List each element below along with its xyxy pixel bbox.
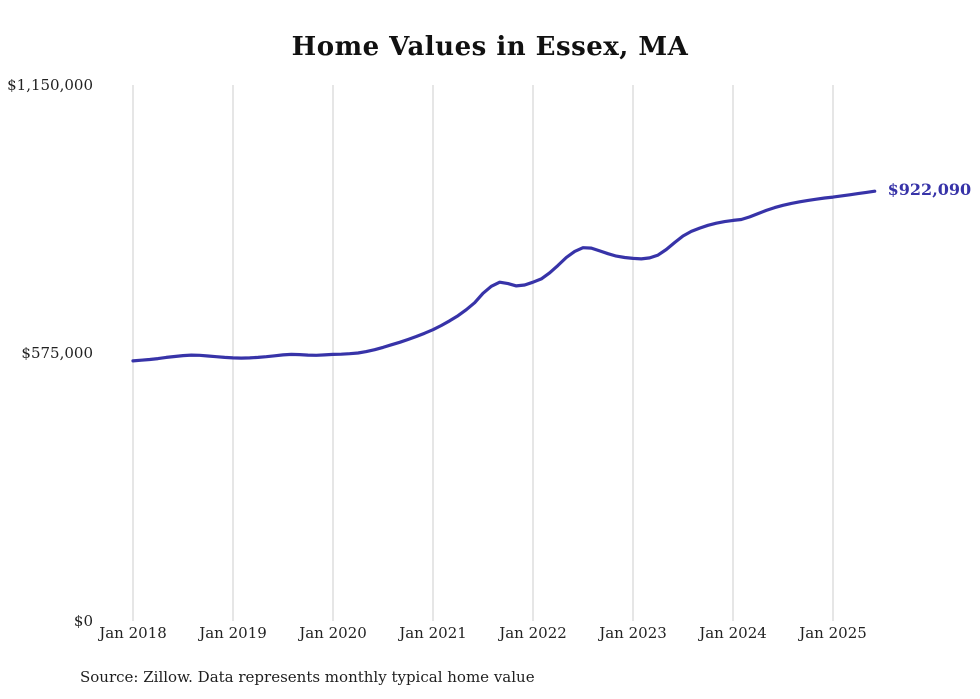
x-axis-label: Jan 2018 bbox=[99, 624, 167, 642]
home-value-line bbox=[131, 189, 877, 363]
x-axis-label: Jan 2022 bbox=[499, 624, 567, 642]
x-axis-label: Jan 2025 bbox=[799, 624, 867, 642]
chart-title: Home Values in Essex, MA bbox=[291, 32, 689, 62]
y-axis-label: $1,150,000 bbox=[7, 76, 93, 94]
latest-value-label: $922,090 bbox=[887, 180, 972, 200]
x-axis-label: Jan 2023 bbox=[599, 624, 667, 642]
y-axis-label: $0 bbox=[73, 612, 93, 630]
x-axis-label: Jan 2019 bbox=[199, 624, 267, 642]
y-axis-label: $575,000 bbox=[21, 344, 93, 362]
x-axis-label: Jan 2021 bbox=[399, 624, 467, 642]
source-note: Source: Zillow. Data represents monthly … bbox=[80, 668, 535, 686]
x-axis-label: Jan 2020 bbox=[299, 624, 367, 642]
x-axis-label: Jan 2024 bbox=[699, 624, 767, 642]
